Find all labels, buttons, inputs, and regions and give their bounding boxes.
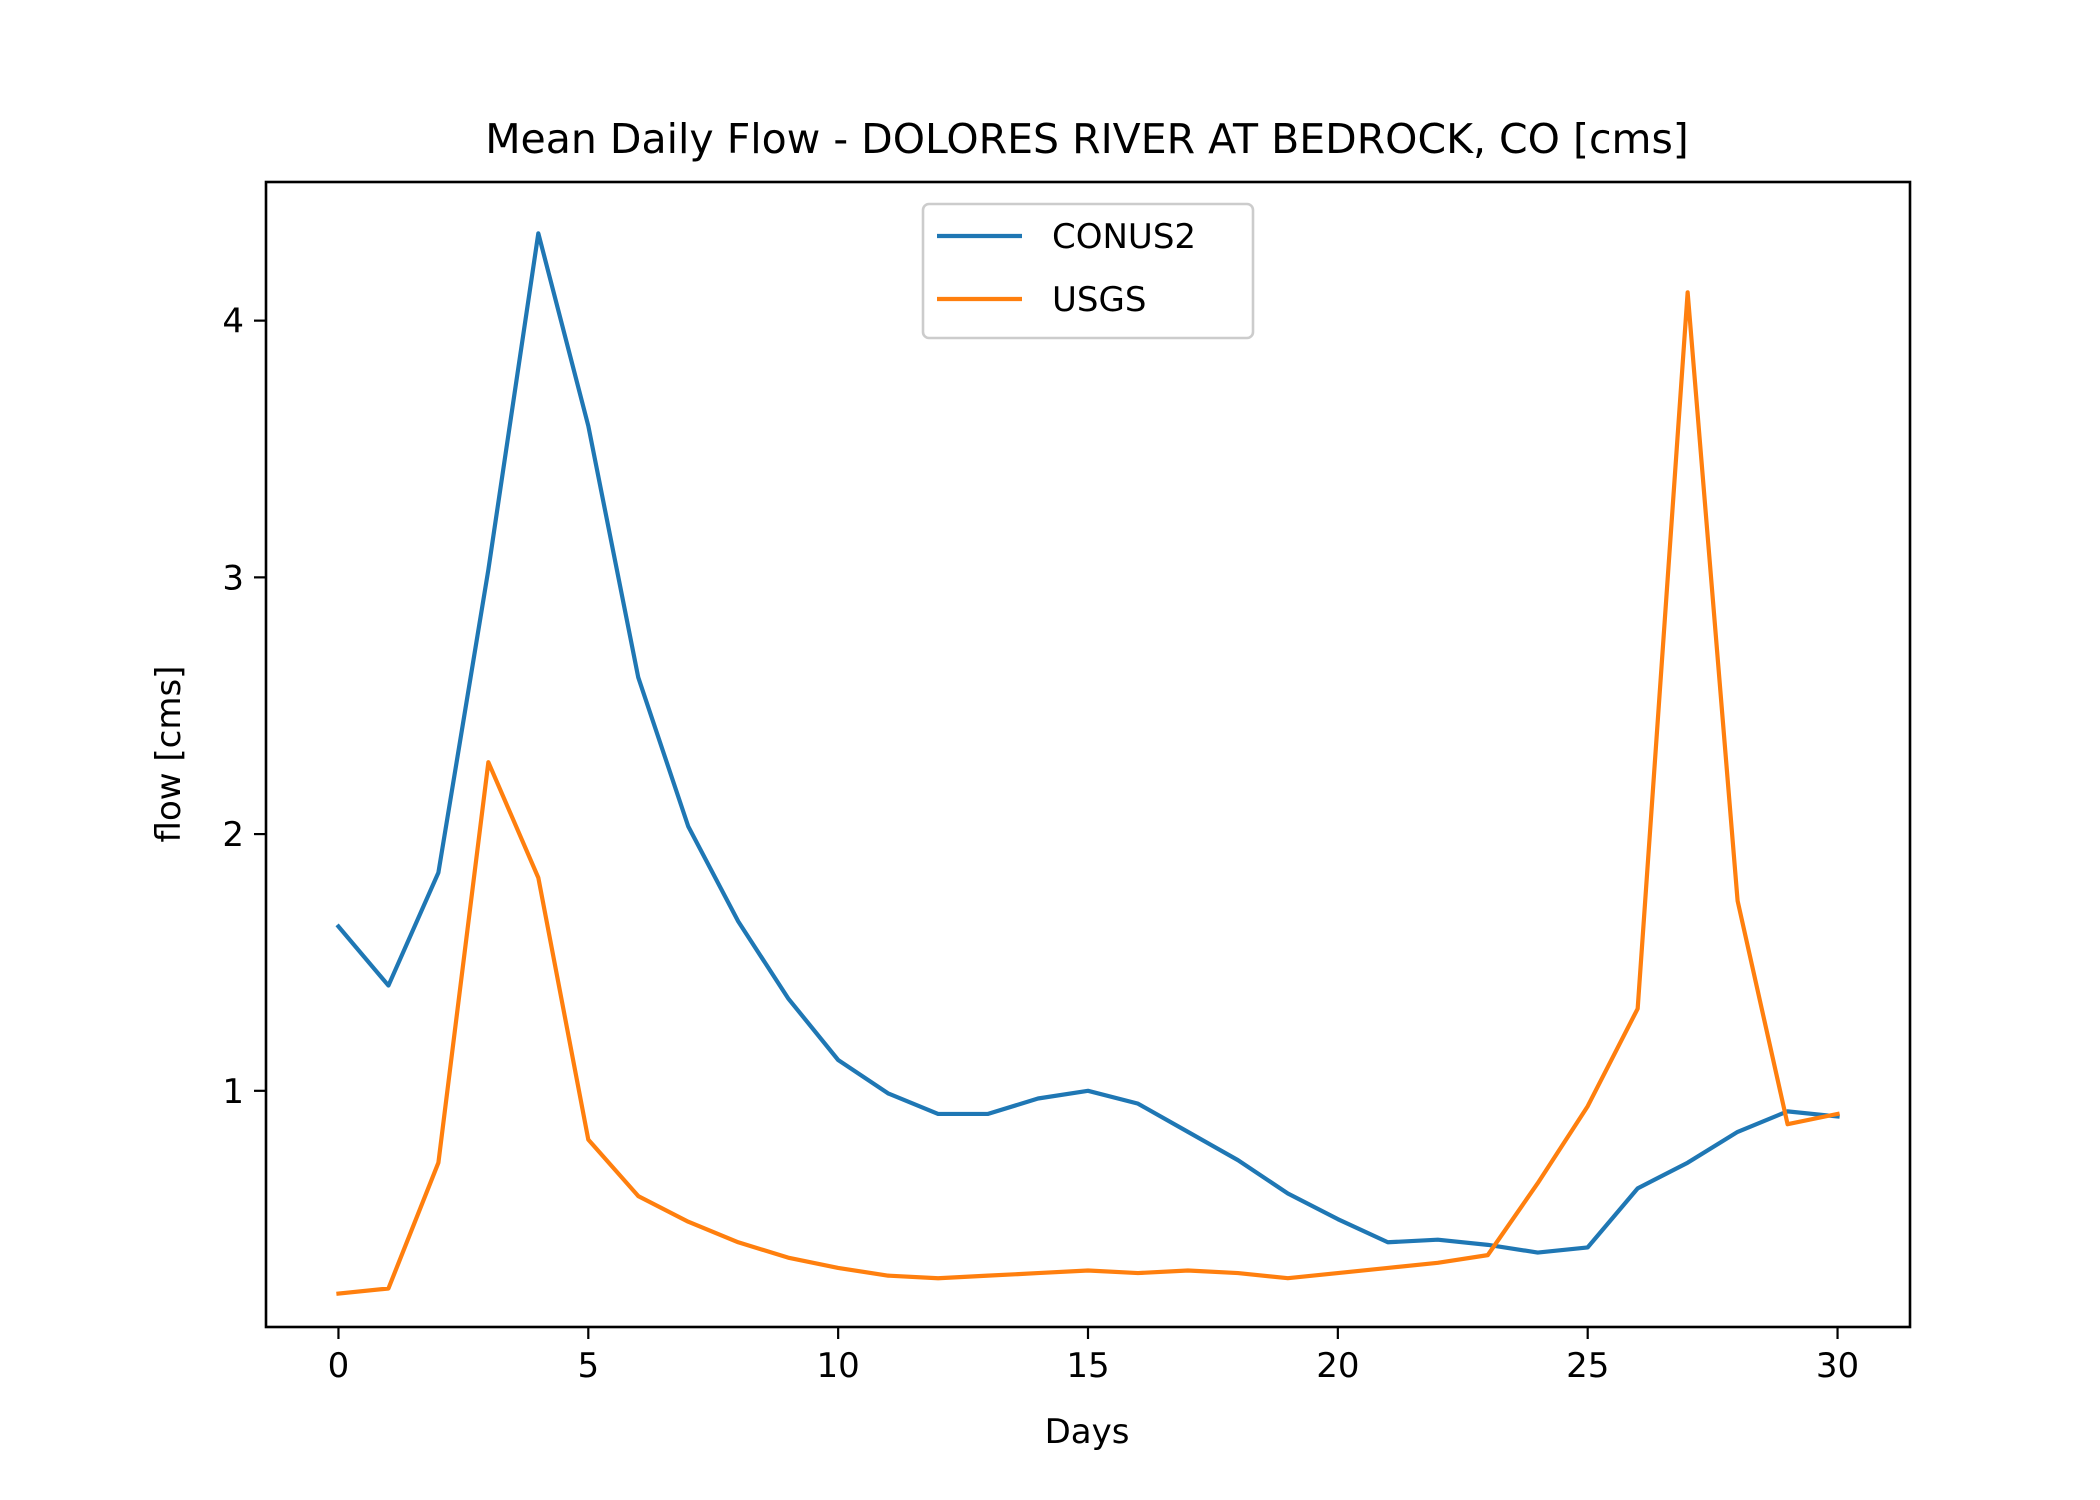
plot-area <box>264 180 1912 1329</box>
x-axis-label: Days <box>1045 1412 1130 1452</box>
y-axis: 1 2 3 4 <box>222 302 266 1112</box>
legend-label-usgs: USGS <box>1052 280 1146 320</box>
chart-title: Mean Daily Flow - DOLORES RIVER AT BEDRO… <box>485 115 1689 163</box>
y-tick-label: 4 <box>222 302 244 342</box>
x-tick-label: 30 <box>1816 1346 1859 1386</box>
legend: CONUS2 USGS <box>921 202 1255 340</box>
x-tick-label: 10 <box>817 1346 860 1386</box>
x-tick-label: 0 <box>328 1346 350 1386</box>
legend-label-conus2: CONUS2 <box>1052 217 1196 257</box>
x-tick-label: 5 <box>577 1346 599 1386</box>
legend-items: CONUS2 USGS <box>937 217 1196 320</box>
x-tick-label: 20 <box>1316 1346 1359 1386</box>
x-tick-label: 25 <box>1566 1346 1609 1386</box>
plot-background <box>266 182 1910 1327</box>
x-axis: 0 5 10 15 20 25 30 <box>328 1327 1859 1386</box>
y-tick-label: 1 <box>222 1072 244 1112</box>
y-axis-label: flow [cms] <box>149 666 189 843</box>
series-layer <box>335 231 1841 1296</box>
y-tick-label: 3 <box>222 558 244 598</box>
y-tick-label: 2 <box>222 815 244 855</box>
x-tick-label: 15 <box>1066 1346 1109 1386</box>
